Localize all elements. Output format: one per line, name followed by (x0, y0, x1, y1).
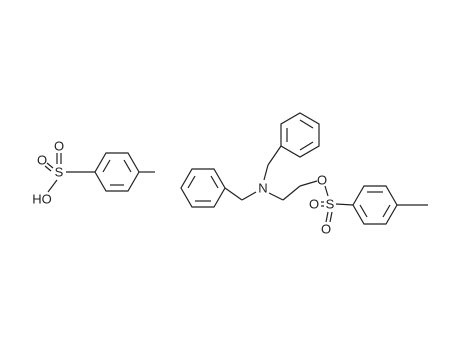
atom-label: O (321, 222, 331, 237)
atom-label: HO (32, 192, 52, 207)
atom-label: O (309, 197, 319, 212)
atom-label: S (55, 165, 64, 180)
atom-label: O (317, 173, 327, 188)
atom-label: N (258, 181, 267, 196)
atom-label: O (54, 139, 64, 154)
bonds (44, 112, 428, 225)
atom-label: O (37, 153, 47, 168)
atom-label: S (326, 197, 335, 212)
